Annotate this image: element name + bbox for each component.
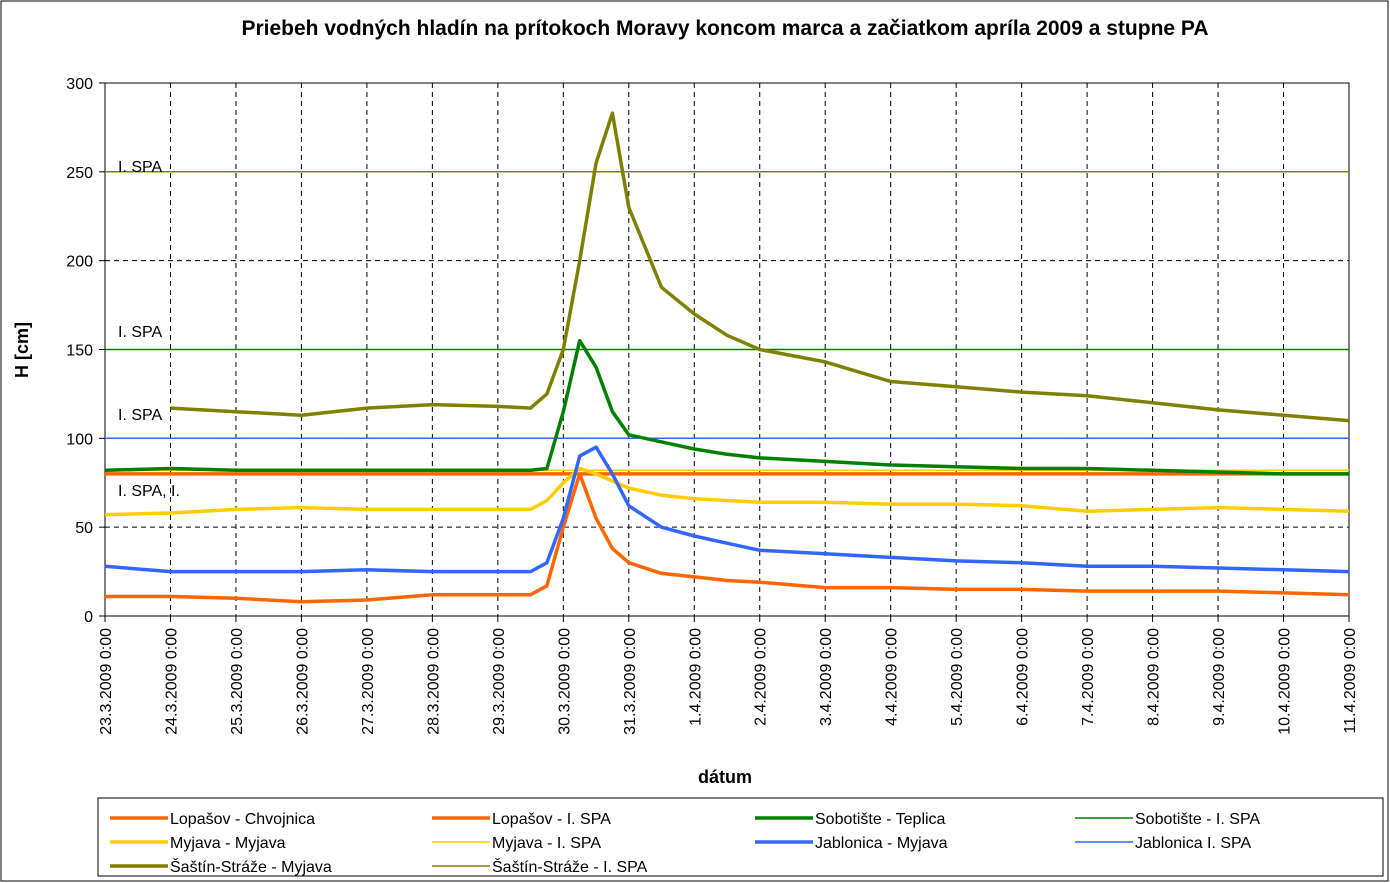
- x-tick-label: 31.3.2009 0:00: [622, 628, 639, 735]
- series-line: [104, 445, 1350, 574]
- legend-label: Lopašov - Chvojnica: [170, 811, 315, 828]
- legend-label: Šaštín-Stráže - Myjava: [170, 857, 332, 876]
- x-tick-label: 30.3.2009 0:00: [556, 628, 573, 735]
- annotation: I. SPA, I.: [118, 483, 180, 500]
- y-tick-label: 300: [66, 76, 93, 93]
- legend-label: Lopašov - I. SPA: [492, 811, 611, 828]
- y-tick-label: 200: [66, 254, 93, 271]
- x-tick-label: 26.3.2009 0:00: [294, 628, 311, 735]
- x-tick-label: 25.3.2009 0:00: [229, 628, 246, 735]
- x-tick-label: 1.4.2009 0:00: [687, 628, 704, 726]
- annotation: I. SPA: [118, 159, 162, 176]
- x-tick-label: 29.3.2009 0:00: [491, 628, 508, 735]
- x-tick-label: 24.3.2009 0:00: [163, 628, 180, 735]
- x-tick-label: 2.4.2009 0:00: [753, 628, 770, 726]
- series-line: [105, 472, 1350, 604]
- legend-label: Jablonica I. SPA: [1135, 835, 1252, 852]
- annotation: I. SPA: [118, 324, 162, 341]
- x-tick-label: 6.4.2009 0:00: [1015, 628, 1032, 726]
- legend-label: Sobotište - Teplica: [815, 811, 946, 828]
- y-tick-label: 0: [84, 609, 93, 626]
- x-tick-label: 27.3.2009 0:00: [360, 628, 377, 735]
- x-tick-label: 3.4.2009 0:00: [818, 628, 835, 726]
- legend-label: Sobotište - I. SPA: [1135, 811, 1260, 828]
- chart-title: Priebeh vodných hladín na prítokoch Mora…: [241, 17, 1209, 40]
- x-tick-label: 7.4.2009 0:00: [1080, 628, 1097, 726]
- legend-label: Myjava - Myjava: [170, 835, 286, 852]
- x-tick-label: 8.4.2009 0:00: [1146, 628, 1163, 726]
- y-tick-label: 150: [66, 343, 93, 360]
- legend-label: Šaštín-Stráže - I. SPA: [492, 857, 648, 876]
- x-tick-label: 28.3.2009 0:00: [425, 628, 442, 735]
- x-tick-label: 9.4.2009 0:00: [1211, 628, 1228, 726]
- x-tick-label: 4.4.2009 0:00: [884, 628, 901, 726]
- x-tick-label: 23.3.2009 0:00: [98, 628, 115, 735]
- x-tick-label: 5.4.2009 0:00: [949, 628, 966, 726]
- x-tick-label: 11.4.2009 0:00: [1342, 628, 1359, 734]
- annotation: I. SPA: [118, 407, 162, 424]
- series-line: [170, 111, 1350, 423]
- y-tick-label: 100: [66, 431, 93, 448]
- x-tick-label: 10.4.2009 0:00: [1277, 628, 1294, 735]
- series-line: [104, 466, 1350, 517]
- y-axis-title: H [cm]: [12, 322, 32, 378]
- legend-box: [97, 797, 1384, 877]
- legend-label: Myjava - I. SPA: [492, 835, 601, 852]
- legend-label: Jablonica - Myjava: [815, 835, 948, 852]
- series-line: [104, 338, 1349, 476]
- y-tick-label: 250: [66, 165, 93, 182]
- x-axis-title: dátum: [698, 767, 752, 787]
- y-tick-label: 50: [75, 520, 93, 537]
